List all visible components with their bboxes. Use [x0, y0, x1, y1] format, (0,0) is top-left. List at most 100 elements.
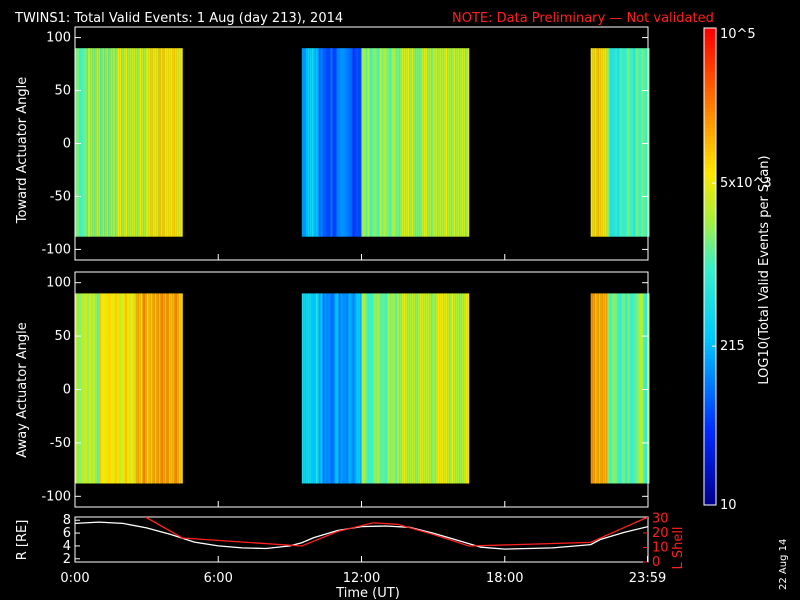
- colorbar-swatch: [704, 71, 716, 77]
- colorbar-swatch: [704, 457, 716, 462]
- heatmap-column: [334, 48, 337, 237]
- colorbar-swatch: [704, 147, 716, 152]
- heatmap-column: [320, 293, 323, 484]
- y-tick-label: 4: [63, 539, 71, 554]
- heatmap-column: [373, 48, 376, 237]
- colorbar-swatch: [704, 401, 716, 407]
- heatmap-segment: [590, 48, 609, 237]
- heatmap-column: [425, 293, 428, 484]
- lshell-line: [145, 517, 648, 547]
- heatmap-column: [340, 293, 343, 484]
- heatmap-column: [635, 293, 638, 484]
- heatmap-column: [121, 48, 124, 237]
- heatmap-column: [108, 293, 111, 484]
- away-axis-label: Away Actuator Angle: [15, 322, 30, 457]
- colorbar-swatch: [704, 377, 716, 383]
- colorbar-swatch: [704, 306, 716, 311]
- colorbar-swatch: [704, 429, 716, 435]
- heatmap-segment: [433, 293, 470, 484]
- heatmap-column: [447, 293, 450, 484]
- heatmap-column: [97, 293, 100, 484]
- heatmap-segment: [397, 48, 434, 237]
- heatmap-column: [631, 48, 634, 237]
- heatmap-column: [156, 293, 159, 484]
- heatmap-column: [141, 48, 144, 237]
- heatmap-column: [609, 293, 612, 484]
- heatmap-column: [75, 293, 78, 484]
- heatmap-column: [145, 48, 148, 237]
- colorbar-swatch: [704, 87, 716, 93]
- heatmap-column: [140, 293, 143, 484]
- heatmap-column: [139, 48, 142, 237]
- heatmap-column: [79, 293, 82, 484]
- heatmap-column: [154, 293, 157, 484]
- colorbar-swatch: [704, 111, 716, 117]
- plot-frame: [74, 516, 649, 563]
- heatmap-column: [433, 293, 436, 484]
- heatmap-column: [123, 48, 126, 237]
- heatmap-column: [457, 48, 460, 237]
- heatmap-column: [631, 293, 634, 484]
- heatmap-column: [419, 48, 422, 237]
- heatmap-column: [461, 48, 464, 237]
- heatmap-column: [377, 48, 380, 237]
- colorbar-swatch: [704, 469, 716, 474]
- heatmap-column: [592, 293, 595, 484]
- colorbar-swatch: [704, 310, 716, 315]
- colorbar-swatch: [704, 274, 716, 280]
- heatmap-column: [465, 293, 468, 484]
- heatmap-column: [135, 48, 138, 237]
- heatmap-column: [326, 48, 329, 237]
- heatmap-segment: [134, 293, 183, 484]
- heatmap-column: [429, 48, 432, 237]
- heatmap-column: [409, 293, 412, 484]
- heatmap-column: [615, 293, 618, 484]
- colorbar-swatch: [704, 218, 716, 224]
- colorbar-swatch: [704, 47, 716, 53]
- heatmap-column: [152, 293, 155, 484]
- heatmap-column: [79, 48, 82, 237]
- y-tick-label: 2: [63, 552, 71, 567]
- heatmap-column: [126, 293, 129, 484]
- colorbar-swatch: [704, 433, 716, 439]
- heatmap-column: [311, 48, 314, 237]
- heatmap-column: [379, 48, 382, 237]
- colorbar-swatch: [704, 171, 716, 176]
- heatmap-column: [338, 48, 341, 237]
- heatmap-column: [104, 48, 107, 237]
- heatmap-column: [144, 293, 147, 484]
- heatmap-column: [352, 48, 355, 237]
- heatmap-segment: [301, 293, 320, 484]
- heatmap-column: [461, 293, 464, 484]
- heatmap-column: [641, 293, 644, 484]
- heatmap-column: [645, 293, 648, 484]
- heatmap-column: [172, 48, 175, 237]
- heatmap-column: [604, 293, 607, 484]
- colorbar-swatch: [704, 413, 716, 419]
- away-angle-panel: 100 50 0 -50 -100: [41, 271, 650, 508]
- heatmap-column: [87, 48, 90, 237]
- heatmap-column: [130, 293, 133, 484]
- heatmap-column: [315, 48, 318, 237]
- heatmap-column: [120, 293, 123, 484]
- colorbar-swatch: [704, 393, 716, 399]
- colorbar: 10 215 5x10^3 10^5: [703, 27, 772, 513]
- colorbar-swatch: [704, 349, 716, 355]
- colorbar-swatch: [704, 473, 716, 478]
- colorbar-swatch: [704, 35, 716, 41]
- colorbar-swatch: [704, 183, 716, 188]
- heatmap-column: [459, 293, 462, 484]
- heatmap-column: [365, 48, 368, 237]
- heatmap-column: [421, 48, 424, 237]
- y-tick-label: 8: [63, 513, 71, 528]
- y2-tick-label: 30: [652, 511, 669, 526]
- heatmap-column: [397, 293, 400, 484]
- colorbar-frame: [703, 27, 717, 506]
- heatmap-column: [85, 293, 88, 484]
- colorbar-swatch: [704, 139, 716, 144]
- heatmap-column: [391, 48, 394, 237]
- heatmap-column: [602, 293, 605, 484]
- date-stamp: 22 Aug 14: [778, 539, 789, 590]
- colorbar-swatch: [704, 262, 716, 268]
